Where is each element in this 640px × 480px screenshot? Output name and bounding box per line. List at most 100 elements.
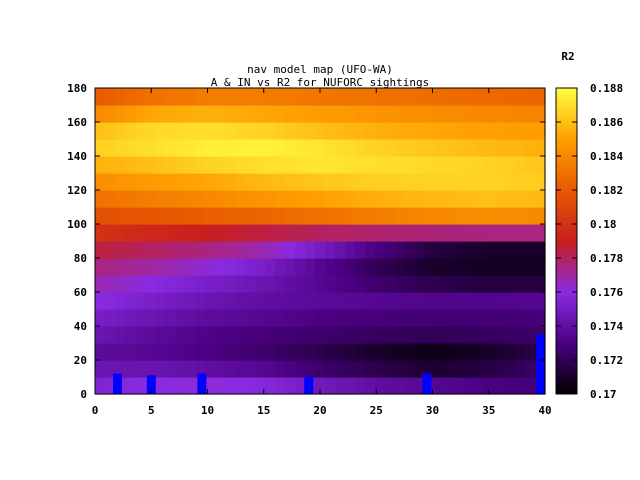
heatmap-cell <box>335 88 346 106</box>
heatmap-cell <box>415 139 426 157</box>
heatmap-cell <box>345 224 356 242</box>
colorbar-frame <box>555 87 578 395</box>
heatmap-cell <box>275 258 286 276</box>
heatmap-cell <box>185 241 196 259</box>
heatmap-cell <box>205 190 216 208</box>
heatmap-cell <box>425 275 436 293</box>
heatmap-cell <box>105 190 116 208</box>
heatmap-cell <box>355 360 366 378</box>
heatmap-cell <box>295 309 306 327</box>
heatmap-cell <box>235 326 246 344</box>
heatmap-cell <box>365 360 376 378</box>
heatmap-cell <box>125 309 136 327</box>
heatmap-cell <box>105 343 116 361</box>
heatmap-cell <box>375 326 386 344</box>
heatmap-cell <box>115 88 126 106</box>
heatmap-cell <box>215 173 226 191</box>
heatmap-cell <box>425 241 436 259</box>
heatmap-cell <box>245 275 256 293</box>
x-tick-label: 25 <box>370 404 383 417</box>
heatmap-cell <box>405 258 416 276</box>
heatmap-cell <box>515 343 526 361</box>
heatmap-cell <box>365 122 376 140</box>
heatmap-cell <box>445 309 456 327</box>
heatmap-cell <box>125 326 136 344</box>
heatmap-cell <box>145 258 156 276</box>
heatmap-cell <box>505 105 516 123</box>
heatmap-cell <box>395 207 406 225</box>
heatmap-cell <box>295 292 306 310</box>
heatmap-cell <box>165 309 176 327</box>
heatmap-cell <box>435 360 446 378</box>
heatmap-cell <box>525 360 536 378</box>
heatmap-cell <box>335 207 346 225</box>
heatmap-cell <box>475 258 486 276</box>
heatmap-cell <box>225 173 236 191</box>
heatmap-cell <box>335 241 346 259</box>
heatmap-cell <box>215 292 226 310</box>
heatmap-cell <box>355 224 366 242</box>
heatmap-cell <box>245 224 256 242</box>
colorbar-tick-label: 0.186 <box>590 116 623 129</box>
heatmap-cell <box>325 377 336 395</box>
heatmap-cell <box>135 360 146 378</box>
heatmap-cell <box>115 275 126 293</box>
heatmap-cell <box>145 190 156 208</box>
heatmap-cell <box>185 122 196 140</box>
heatmap-cell <box>325 241 336 259</box>
heatmap-cell <box>285 207 296 225</box>
heatmap-cell <box>435 88 446 106</box>
heatmap-cell <box>255 258 266 276</box>
y-tick-label: 120 <box>67 184 87 197</box>
heatmap-cell <box>115 258 126 276</box>
heatmap-cell <box>205 156 216 174</box>
heatmap-cell <box>345 173 356 191</box>
heatmap-cell <box>535 190 546 208</box>
heatmap-cell <box>215 139 226 157</box>
heatmap-cell <box>285 190 296 208</box>
heatmap-cell <box>445 105 456 123</box>
heatmap-cell <box>535 309 546 327</box>
heatmap-cell <box>315 309 326 327</box>
heatmap-cell <box>325 105 336 123</box>
heatmap-cell <box>435 105 446 123</box>
heatmap-cell <box>445 360 456 378</box>
heatmap-cell <box>515 139 526 157</box>
heatmap-cell <box>145 309 156 327</box>
heatmap-cell <box>465 156 476 174</box>
heatmap-cell <box>355 326 366 344</box>
heatmap-cell <box>265 360 276 378</box>
heatmap-cell <box>385 139 396 157</box>
heatmap-cell <box>275 88 286 106</box>
heatmap-cell <box>365 173 376 191</box>
heatmap-cell <box>265 241 276 259</box>
heatmap-cell <box>355 207 366 225</box>
heatmap-cell <box>455 88 466 106</box>
heatmap-cell <box>415 224 426 242</box>
heatmap-cell <box>385 88 396 106</box>
heatmap-cell <box>95 207 106 225</box>
heatmap-cell <box>335 309 346 327</box>
heatmap-cell <box>415 122 426 140</box>
heatmap-cell <box>295 207 306 225</box>
heatmap-cell <box>155 292 166 310</box>
heatmap-cell <box>535 105 546 123</box>
heatmap-cell <box>365 88 376 106</box>
heatmap-cell <box>385 241 396 259</box>
y-tick-label: 180 <box>67 82 87 95</box>
heatmap-cell <box>265 292 276 310</box>
heatmap-cell <box>485 190 496 208</box>
heatmap-cell <box>175 156 186 174</box>
heatmap-cell <box>175 258 186 276</box>
heatmap-cell <box>305 224 316 242</box>
marker-bar <box>536 334 545 394</box>
heatmap-cell <box>135 241 146 259</box>
heatmap-cell <box>305 88 316 106</box>
heatmap-cell <box>275 190 286 208</box>
heatmap-cell <box>395 122 406 140</box>
heatmap-cell <box>295 377 306 395</box>
y-tick-label: 60 <box>74 286 87 299</box>
heatmap-cell <box>225 207 236 225</box>
heatmap-cell <box>505 275 516 293</box>
x-tick-label: 35 <box>482 404 495 417</box>
